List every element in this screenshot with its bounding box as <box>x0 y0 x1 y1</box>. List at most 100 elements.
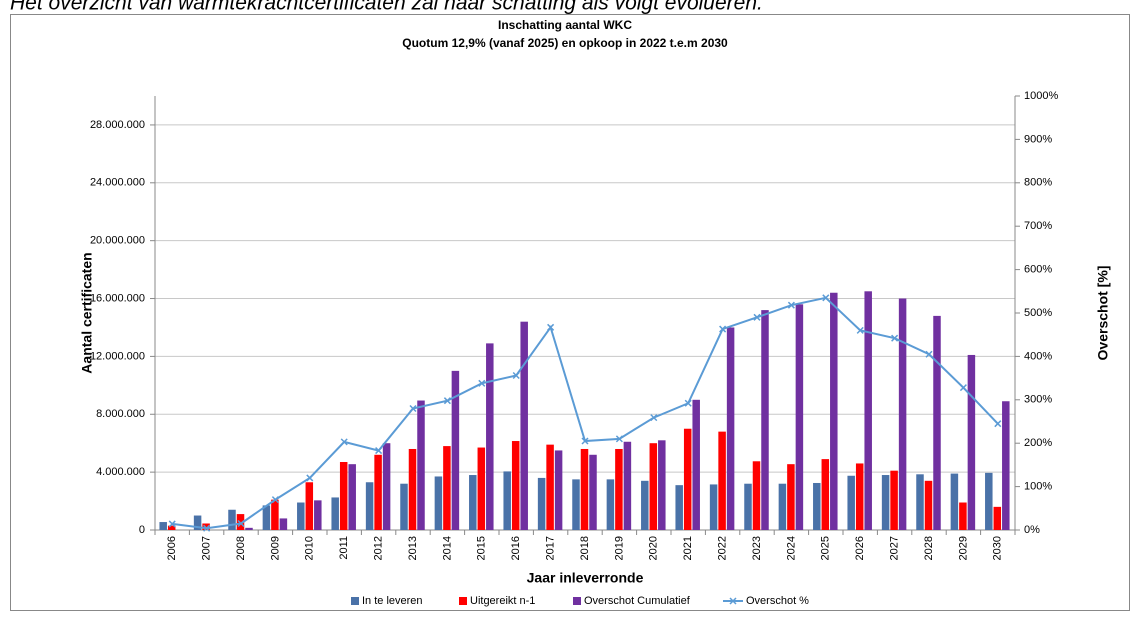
bar <box>864 291 872 530</box>
bar <box>279 518 288 530</box>
bar <box>348 464 356 530</box>
y2-tick-label: 500% <box>1024 307 1052 319</box>
legend-label: In te leveren <box>362 595 423 607</box>
bar <box>443 446 451 530</box>
line-marker <box>650 414 658 422</box>
y2-tick-label: 800% <box>1024 177 1052 189</box>
bar <box>305 482 314 530</box>
bar <box>855 463 864 530</box>
line-marker <box>409 404 417 413</box>
line-marker <box>753 313 761 321</box>
line-marker <box>925 350 933 358</box>
x-tick-label: 2018 <box>579 536 591 560</box>
bar <box>417 400 425 530</box>
y2-tick-label: 200% <box>1024 437 1052 449</box>
x-tick-label: 2008 <box>235 536 247 560</box>
bar <box>451 370 460 530</box>
y2-tick-label: 600% <box>1024 264 1052 276</box>
bar <box>641 480 649 530</box>
bar <box>580 448 589 530</box>
line-marker <box>168 520 176 528</box>
line-marker <box>719 325 727 333</box>
line-marker <box>787 301 795 309</box>
y-axis-title: Aantal certificaten <box>79 252 95 373</box>
line-marker <box>271 496 279 504</box>
chart-subtitle: Quotum 12,9% (vanaf 2025) en opkoop in 2… <box>402 36 728 50</box>
x-tick-label: 2017 <box>545 536 557 560</box>
y-tick-label: 24.000.000 <box>90 177 145 189</box>
bar <box>572 479 580 530</box>
line-marker <box>512 371 520 380</box>
bar <box>469 475 477 530</box>
x-tick-label: 2014 <box>441 536 453 560</box>
x-tick-label: 2029 <box>957 536 969 560</box>
y-tick-label: 12.000.000 <box>90 350 145 362</box>
bar <box>400 483 408 530</box>
line-marker <box>684 399 692 407</box>
bar <box>795 304 804 530</box>
x-tick-label: 2022 <box>717 536 729 560</box>
bar <box>365 482 374 530</box>
bar <box>159 522 167 530</box>
bar <box>950 473 959 530</box>
bar <box>193 515 202 530</box>
x-tick-label: 2012 <box>373 536 385 560</box>
x-tick-label: 2011 <box>338 536 350 560</box>
bar <box>683 428 692 530</box>
bar <box>245 527 253 530</box>
legend-label: Uitgereikt n-1 <box>470 595 535 607</box>
y2-tick-label: 100% <box>1024 481 1052 493</box>
line-marker <box>340 438 348 446</box>
y-tick-label: 8.000.000 <box>96 408 145 420</box>
y-tick-label: 0 <box>139 524 145 536</box>
bar <box>649 443 658 530</box>
x-tick-label: 2010 <box>304 536 316 560</box>
y2-tick-label: 900% <box>1024 133 1052 145</box>
x-tick-label: 2025 <box>820 536 832 560</box>
chart-frame <box>10 14 1130 611</box>
bar <box>503 471 511 530</box>
bar <box>821 459 830 530</box>
bar <box>924 480 933 530</box>
bar <box>537 477 546 530</box>
bar <box>898 298 907 530</box>
bar <box>658 440 666 530</box>
bar <box>1002 401 1010 530</box>
bar <box>752 461 761 530</box>
bar <box>408 448 417 530</box>
bar <box>589 454 597 530</box>
bar <box>993 506 1002 530</box>
bar <box>623 441 632 530</box>
bar <box>813 482 821 530</box>
x-tick-label: 2007 <box>201 536 213 560</box>
line-marker <box>891 334 899 342</box>
bar <box>271 499 279 530</box>
bar <box>434 476 443 530</box>
line-marker <box>375 447 383 455</box>
bar <box>675 485 683 530</box>
bar <box>985 472 993 530</box>
bar <box>228 509 236 530</box>
bar <box>881 475 890 530</box>
x-axis-title: Jaar inleverronde <box>527 570 644 586</box>
bar <box>606 479 615 530</box>
line-marker <box>443 397 451 405</box>
bar <box>787 464 795 530</box>
line-marker <box>547 323 555 331</box>
bar <box>933 315 941 530</box>
line-marker <box>615 435 623 443</box>
bar <box>486 343 494 530</box>
y-tick-label: 4.000.000 <box>96 466 145 478</box>
x-tick-label: 2013 <box>407 536 419 560</box>
x-tick-label: 2015 <box>476 536 488 560</box>
bar <box>718 431 726 530</box>
line-marker <box>478 379 486 387</box>
x-tick-label: 2020 <box>648 536 660 560</box>
bar <box>847 475 855 530</box>
bar <box>744 483 752 530</box>
bar <box>959 502 967 530</box>
bar <box>297 502 305 530</box>
x-tick-label: 2016 <box>510 536 522 560</box>
y2-axis-title: Overschot [%] <box>1095 266 1111 361</box>
